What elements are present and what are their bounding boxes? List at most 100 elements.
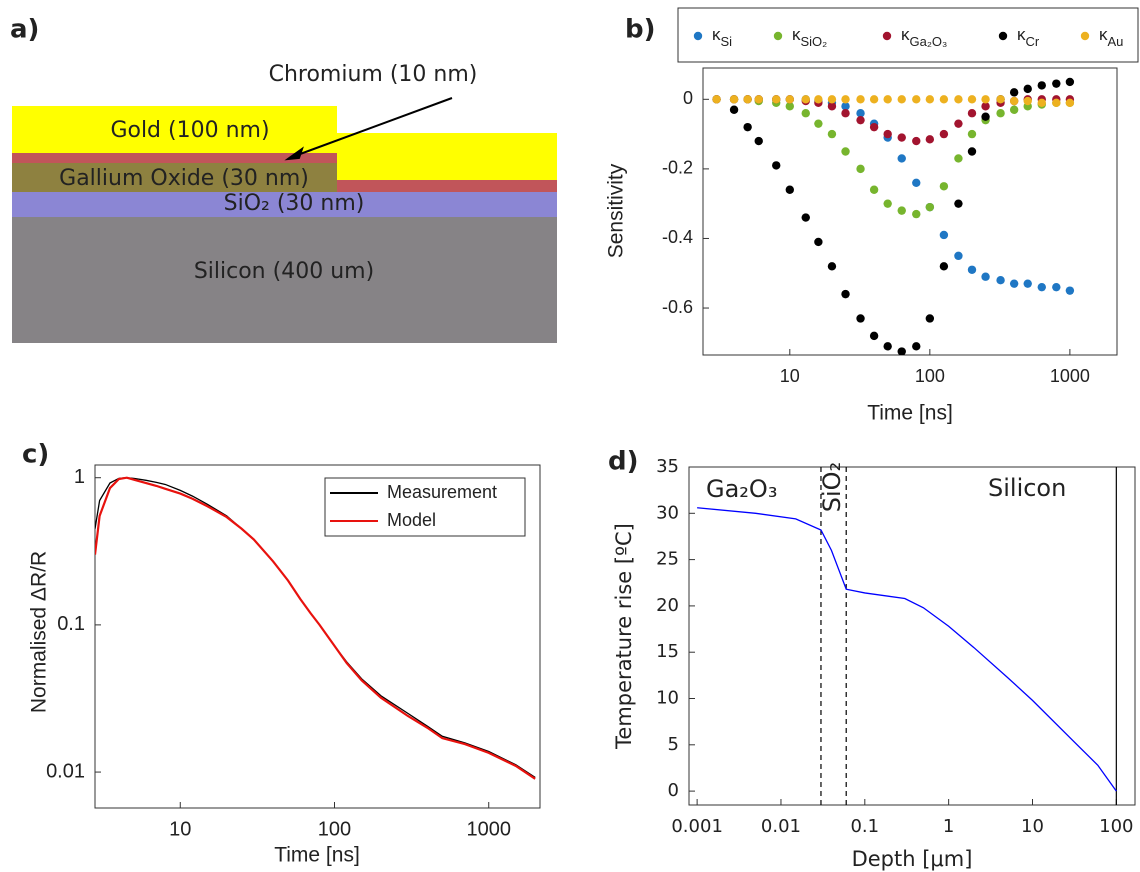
data-point — [785, 185, 794, 194]
y-tick-label: 20 — [656, 595, 679, 616]
data-point — [801, 213, 810, 222]
y-tick-label: 5 — [668, 734, 679, 755]
data-point — [1065, 77, 1075, 87]
chromium-layer — [337, 180, 557, 192]
data-point — [967, 95, 977, 104]
legend-subscript: Si — [721, 34, 733, 49]
gallium-oxide-layer — [12, 163, 337, 192]
data-point — [939, 230, 949, 240]
gold-layer — [337, 133, 557, 180]
data-point — [841, 147, 850, 156]
data-point — [954, 154, 963, 163]
layer-label: Silicon (400 um) — [194, 259, 374, 284]
data-point — [1037, 282, 1046, 292]
panel-label: a) — [10, 15, 39, 45]
data-point — [912, 95, 921, 104]
data-point — [827, 129, 837, 139]
plot-frame — [702, 67, 1118, 356]
y-tick-label: 0 — [668, 780, 679, 801]
legend-label: κGa₂O₃ — [901, 25, 947, 49]
silicon-layer — [12, 217, 557, 343]
data-point — [827, 262, 837, 271]
data-point — [954, 95, 963, 104]
y-tick-label: 30 — [656, 502, 679, 523]
data-point — [841, 109, 850, 118]
y-tick-label: -0.4 — [662, 227, 693, 247]
x-axis-label: Time [ns] — [867, 402, 953, 425]
data-line — [95, 476, 536, 780]
data-point — [897, 133, 906, 142]
y-tick-label: 15 — [656, 641, 679, 662]
annotation: SiO₂ — [818, 462, 846, 512]
y-tick-label: 35 — [656, 456, 679, 477]
data-point — [754, 136, 763, 146]
plot-area — [712, 77, 1075, 355]
data-point — [912, 342, 921, 351]
data-point — [967, 109, 977, 118]
legend-symbol: κ — [1017, 25, 1026, 44]
plot-area — [95, 476, 536, 780]
data-point — [1037, 81, 1046, 90]
data-point — [869, 331, 879, 341]
x-tick-label: 0.001 — [671, 816, 723, 837]
legend-subscript: Ga₂O₃ — [910, 34, 948, 49]
data-point — [996, 109, 1005, 118]
legend-label: Model — [387, 510, 436, 530]
layer-label: Gallium Oxide (30 nm) — [59, 166, 309, 191]
data-point — [856, 95, 865, 104]
data-point — [954, 199, 963, 208]
data-point — [912, 209, 921, 219]
chromium-layer — [12, 153, 337, 163]
data-point — [925, 314, 935, 323]
data-point — [1009, 88, 1019, 97]
data-point — [814, 95, 823, 104]
y-tick-label: 10 — [656, 688, 679, 709]
data-point — [883, 95, 892, 104]
plot-frame — [94, 464, 541, 809]
data-point — [1052, 98, 1061, 107]
data-point — [856, 115, 865, 125]
y-tick-label: 0.1 — [57, 613, 85, 635]
y-tick-label: 0.01 — [46, 760, 85, 782]
legend-label: κCr — [1017, 25, 1040, 49]
x-tick-label: 0.01 — [761, 816, 801, 837]
legend-symbol: κ — [792, 25, 801, 44]
data-point — [1052, 282, 1061, 292]
data-point — [925, 135, 935, 144]
data-point — [785, 95, 794, 104]
data-point — [841, 102, 850, 111]
data-point — [897, 206, 906, 215]
panel-label: c) — [22, 440, 49, 470]
data-point — [883, 199, 892, 208]
legend-label: κSi — [712, 25, 732, 49]
legend-marker — [773, 31, 783, 41]
y-axis-label: Sensitivity — [605, 163, 628, 258]
x-tick-label: 0.1 — [850, 816, 879, 837]
data-point — [954, 119, 963, 128]
data-point — [801, 109, 810, 118]
legend-label: κSiO₂ — [792, 25, 827, 49]
legend-subscript: SiO₂ — [801, 34, 828, 49]
arrow-head — [284, 146, 304, 161]
y-axis-label: Normalised ΔR/R — [28, 551, 51, 713]
annotation: Ga₂O₃ — [706, 475, 777, 503]
plot-area — [697, 507, 1117, 792]
data-point — [827, 102, 837, 111]
data-point — [939, 95, 949, 104]
data-point — [883, 342, 892, 351]
data-point — [712, 95, 721, 104]
chart-panel: d) 0.001 0.01 0.1 1 10 100 0 5 10 15 20 25 30 35 Depth … — [608, 447, 1136, 871]
data-point — [981, 112, 990, 121]
data-point — [1023, 84, 1032, 94]
data-point — [1037, 98, 1046, 107]
panel-label: b) — [625, 15, 656, 45]
data-point — [754, 95, 763, 104]
data-point — [981, 102, 990, 111]
data-point — [925, 95, 935, 104]
x-tick-label: 1000 — [466, 818, 511, 840]
data-point — [1052, 79, 1061, 88]
data-point — [827, 95, 837, 104]
data-point — [967, 129, 977, 139]
legend-marker — [693, 31, 703, 41]
